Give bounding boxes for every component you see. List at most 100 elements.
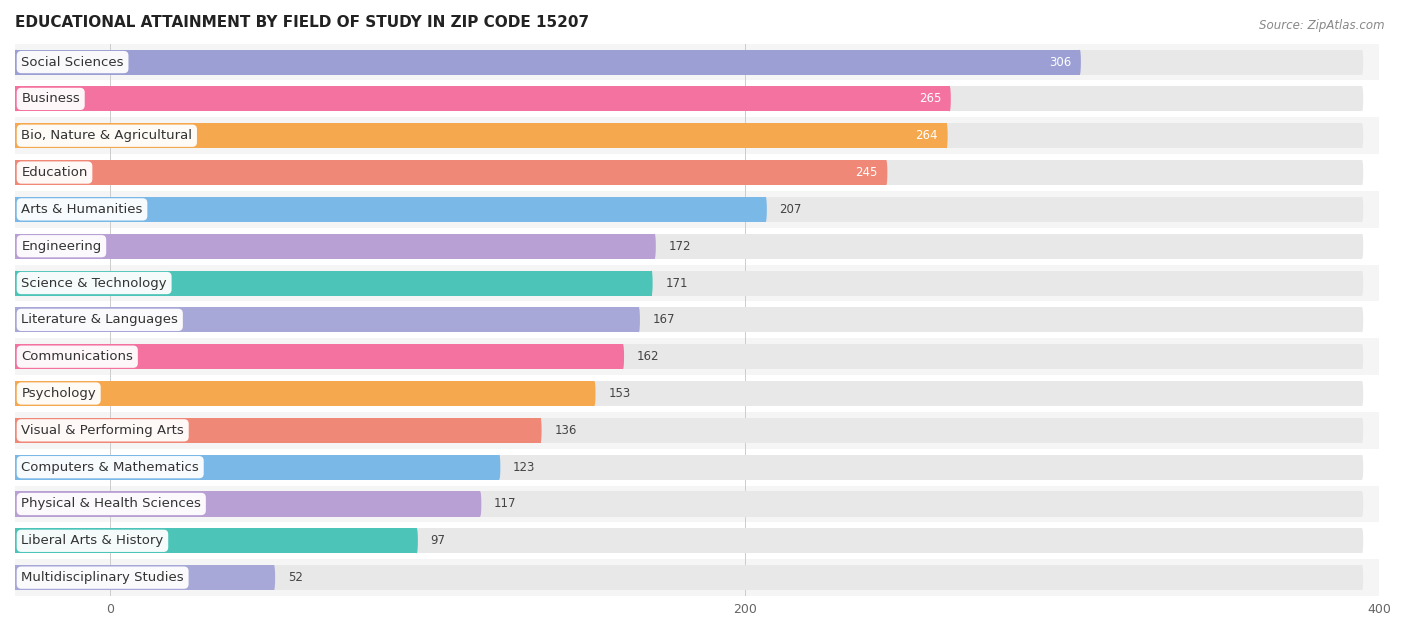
Bar — [15, 528, 1362, 553]
Circle shape — [15, 86, 17, 112]
Text: 167: 167 — [652, 314, 675, 326]
Bar — [15, 123, 946, 148]
Circle shape — [15, 123, 17, 148]
Bar — [15, 528, 416, 553]
Circle shape — [1361, 197, 1364, 222]
Circle shape — [1361, 565, 1364, 590]
Bar — [15, 418, 540, 443]
Text: Engineering: Engineering — [21, 240, 101, 252]
Circle shape — [1361, 233, 1364, 259]
Bar — [15, 381, 1362, 406]
Bar — [15, 81, 1379, 117]
Circle shape — [15, 50, 17, 74]
Bar — [15, 375, 1379, 412]
Bar — [15, 191, 1379, 228]
Circle shape — [638, 307, 640, 333]
Circle shape — [1361, 271, 1364, 295]
Bar — [15, 522, 1379, 559]
Bar — [15, 565, 274, 590]
Bar — [15, 307, 1362, 333]
Text: Arts & Humanities: Arts & Humanities — [21, 203, 143, 216]
Circle shape — [1361, 381, 1364, 406]
Bar — [15, 197, 1362, 222]
Circle shape — [1361, 86, 1364, 112]
Text: 162: 162 — [637, 350, 659, 363]
Circle shape — [1361, 528, 1364, 553]
Circle shape — [1361, 418, 1364, 443]
Text: 117: 117 — [494, 497, 516, 510]
Bar — [15, 86, 949, 112]
Bar — [15, 307, 638, 333]
Bar — [15, 486, 1379, 522]
Text: 207: 207 — [779, 203, 801, 216]
Text: Education: Education — [21, 166, 87, 179]
Text: 264: 264 — [915, 129, 938, 142]
Circle shape — [416, 528, 418, 553]
Text: 265: 265 — [920, 92, 941, 105]
Circle shape — [479, 492, 481, 517]
Circle shape — [15, 233, 17, 259]
Circle shape — [1361, 123, 1364, 148]
Circle shape — [273, 565, 276, 590]
Circle shape — [15, 271, 17, 295]
Text: Science & Technology: Science & Technology — [21, 276, 167, 290]
Bar — [15, 302, 1379, 338]
Circle shape — [15, 123, 17, 148]
Bar — [15, 412, 1379, 449]
Circle shape — [765, 197, 766, 222]
Text: Communications: Communications — [21, 350, 134, 363]
Circle shape — [15, 528, 17, 553]
Circle shape — [15, 528, 17, 553]
Circle shape — [886, 160, 887, 185]
Text: Social Sciences: Social Sciences — [21, 56, 124, 69]
Circle shape — [621, 344, 624, 369]
Circle shape — [654, 233, 655, 259]
Circle shape — [15, 160, 17, 185]
Text: Physical & Health Sciences: Physical & Health Sciences — [21, 497, 201, 510]
Circle shape — [1361, 160, 1364, 185]
Bar — [15, 154, 1379, 191]
Circle shape — [15, 455, 17, 480]
Bar — [15, 160, 886, 185]
Circle shape — [1361, 492, 1364, 517]
Circle shape — [15, 160, 17, 185]
Text: Psychology: Psychology — [21, 387, 96, 400]
Circle shape — [498, 455, 501, 480]
Bar — [15, 50, 1362, 74]
Circle shape — [15, 381, 17, 406]
Circle shape — [15, 307, 17, 333]
Circle shape — [15, 418, 17, 443]
Circle shape — [593, 381, 596, 406]
Text: 52: 52 — [288, 571, 302, 584]
Circle shape — [15, 492, 17, 517]
Text: 136: 136 — [554, 424, 576, 437]
Text: Bio, Nature & Agricultural: Bio, Nature & Agricultural — [21, 129, 193, 142]
Bar — [15, 228, 1379, 264]
Text: Business: Business — [21, 92, 80, 105]
Bar — [15, 123, 1362, 148]
Circle shape — [1361, 50, 1364, 74]
Bar — [15, 233, 655, 259]
Circle shape — [945, 123, 948, 148]
Bar — [15, 418, 1362, 443]
Text: 172: 172 — [668, 240, 690, 252]
Text: Source: ZipAtlas.com: Source: ZipAtlas.com — [1260, 19, 1385, 32]
Text: 97: 97 — [430, 534, 446, 547]
Circle shape — [15, 307, 17, 333]
Circle shape — [949, 86, 950, 112]
Circle shape — [15, 418, 17, 443]
Bar — [15, 117, 1379, 154]
Bar — [15, 197, 766, 222]
Text: 171: 171 — [665, 276, 688, 290]
Bar — [15, 492, 1362, 517]
Circle shape — [540, 418, 541, 443]
Bar — [15, 455, 499, 480]
Bar — [15, 381, 595, 406]
Text: 245: 245 — [855, 166, 877, 179]
Circle shape — [15, 381, 17, 406]
Text: Multidisciplinary Studies: Multidisciplinary Studies — [21, 571, 184, 584]
Bar — [15, 344, 1362, 369]
Text: 123: 123 — [513, 461, 536, 474]
Circle shape — [15, 197, 17, 222]
Circle shape — [15, 455, 17, 480]
